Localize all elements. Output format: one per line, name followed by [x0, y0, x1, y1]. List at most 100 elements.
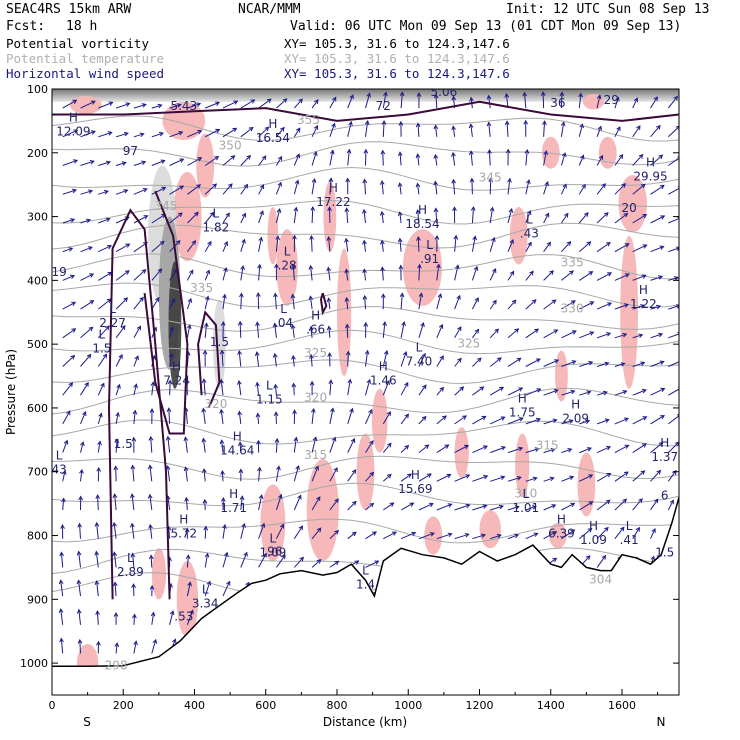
wind-arrow	[614, 303, 629, 310]
wind-arrow	[240, 523, 245, 539]
wind-arrow	[187, 184, 201, 195]
wind-arrow	[489, 386, 504, 396]
wind-arrowhead	[658, 332, 664, 338]
wind-arrowhead	[169, 326, 174, 332]
wind-arrow	[149, 465, 153, 482]
wind-extremum-value: 1.5	[92, 342, 111, 356]
wind-arrow	[471, 236, 476, 252]
wind-arrowhead	[169, 610, 175, 616]
wind-arrow	[222, 524, 226, 539]
wind-arrowhead	[77, 638, 83, 644]
y-tick-label: 600	[27, 402, 48, 415]
wind-arrow	[169, 327, 174, 338]
wind-arrow	[204, 526, 207, 539]
wind-arrowhead	[299, 556, 304, 562]
wind-arrowhead	[623, 417, 629, 422]
wind-arrowhead	[124, 270, 130, 275]
wind-arrowhead	[623, 303, 629, 308]
isentrope-label: 335	[561, 255, 584, 269]
wind-arrowhead	[399, 292, 405, 298]
pv-contour	[143, 190, 189, 435]
wind-arrowhead	[202, 349, 208, 355]
wind-arrowhead	[330, 407, 335, 413]
wind-arrow	[240, 239, 245, 252]
wind-arrowhead	[468, 123, 474, 129]
wind-arrowhead	[277, 155, 283, 161]
field-pv-name: Potential vorticity	[6, 36, 149, 51]
wind-arrowhead	[292, 409, 297, 415]
wind-extremum-marker: L	[127, 551, 134, 565]
wind-arrow	[668, 247, 679, 253]
wind-extremum-marker: L	[99, 328, 106, 342]
wind-arrowhead	[587, 447, 592, 452]
wind-arrow	[436, 264, 440, 281]
wind-arrow	[381, 211, 384, 224]
y-tick-label: 1000	[20, 657, 48, 670]
wind-arrow	[97, 325, 110, 339]
wind-arrowhead	[514, 533, 520, 539]
wind-extremum-value: 43	[51, 463, 66, 477]
wind-arrow	[240, 213, 246, 224]
wind-arrow	[381, 267, 384, 281]
wind-arrow	[98, 161, 111, 166]
wind-arrow	[436, 415, 447, 425]
wind-arrow	[98, 131, 112, 138]
wind-arrowhead	[256, 439, 261, 445]
wind-arrowhead	[642, 244, 648, 249]
wind-arrowhead	[380, 149, 386, 155]
wind-arrow	[560, 184, 567, 195]
isentrope-label: 335	[190, 281, 213, 295]
wind-arrowhead	[656, 124, 661, 130]
wind-arrow	[220, 409, 224, 424]
wind-arrowhead	[604, 526, 609, 532]
wind-arrowhead	[564, 212, 569, 218]
wind-arrowhead	[374, 560, 380, 565]
wind-arrow	[400, 382, 409, 396]
wind-arrowhead	[243, 551, 248, 557]
wind-arrowhead	[141, 160, 147, 165]
wind-arrow	[149, 494, 153, 511]
wind-arrowhead	[544, 180, 549, 187]
wind-extremum-value: 1.37	[651, 450, 678, 464]
wind-arrowhead	[451, 95, 457, 101]
wind-arrow	[365, 409, 373, 425]
wind-arrowhead	[501, 446, 506, 451]
wind-arrowhead	[546, 241, 552, 247]
wind-arrow	[186, 325, 191, 338]
center-label: NCAR/MMM	[238, 2, 301, 17]
wind-arrow	[579, 361, 593, 367]
wind-arrowhead	[424, 444, 430, 449]
wind-arrow	[275, 524, 284, 539]
wind-arrowhead	[570, 389, 576, 395]
wind-arrow	[293, 128, 301, 138]
wind-arrowhead	[330, 149, 335, 155]
wind-arrow	[258, 264, 261, 281]
wind-arrowhead	[107, 245, 113, 250]
wind-arrow	[329, 408, 334, 424]
wind-arrow	[543, 329, 558, 339]
wind-arrow	[113, 522, 117, 539]
wind-arrowhead	[429, 532, 435, 537]
wind-arrowhead	[434, 234, 440, 240]
wind-arrowhead	[514, 328, 520, 333]
wind-arrow	[347, 469, 357, 482]
wind-arrowhead	[197, 157, 203, 162]
wind-arrowhead	[504, 92, 510, 98]
x-tick-label: 1600	[608, 699, 636, 712]
wind-arrow	[543, 359, 559, 367]
wind-arrow	[507, 299, 517, 310]
wind-arrowhead	[486, 94, 492, 100]
wind-arrowhead	[281, 554, 286, 560]
wind-arrow	[436, 324, 443, 338]
wind-arrowhead	[597, 125, 602, 131]
wind-arrow	[578, 155, 584, 166]
wind-arrowhead	[215, 101, 221, 106]
wind-speed-shade	[582, 94, 605, 110]
wind-arrow	[113, 552, 117, 568]
wind-arrowhead	[139, 296, 144, 302]
wind-arrow	[221, 350, 224, 367]
wind-arrow	[381, 181, 384, 195]
isentrope-label: 315	[536, 438, 559, 452]
wind-arrowhead	[260, 522, 266, 528]
